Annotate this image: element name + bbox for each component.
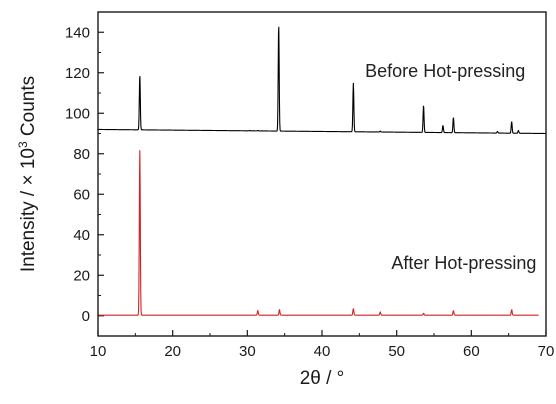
annotation-1: After Hot-pressing xyxy=(391,253,536,273)
y-tick-label: 80 xyxy=(73,146,90,163)
x-tick-label: 40 xyxy=(314,343,331,360)
x-tick-label: 20 xyxy=(164,343,181,360)
x-ticks: 10 20 30 40 50 60 70 xyxy=(90,330,555,360)
y-axis-label: Intensity / × 103 Counts xyxy=(16,76,39,272)
annotations: Before Hot-pressing After Hot-pressing xyxy=(365,61,536,273)
annotation-0: Before Hot-pressing xyxy=(365,61,525,81)
x-tick-label: 60 xyxy=(463,343,480,360)
y-axis-label-main: Intensity / × 10 xyxy=(18,148,39,272)
y-axis-label-tail: Counts xyxy=(18,76,39,141)
x-axis-label: 2θ / ° xyxy=(300,368,345,389)
xrd-series-0 xyxy=(98,26,546,135)
y-ticks: 0 20 40 60 80 100 120 140 xyxy=(65,24,104,325)
y-tick-label: 100 xyxy=(65,105,90,122)
y-tick-label: 140 xyxy=(65,24,90,41)
x-tick-label: 50 xyxy=(388,343,405,360)
x-tick-label: 30 xyxy=(239,343,256,360)
y-tick-label: 60 xyxy=(73,186,90,203)
y-tick-label: 0 xyxy=(82,308,90,325)
y-axis-label-sup: 3 xyxy=(16,141,30,148)
y-tick-label: 120 xyxy=(65,65,90,82)
x-tick-label: 10 xyxy=(90,343,107,360)
xrd-series-1 xyxy=(98,150,539,316)
plot-frame xyxy=(97,11,547,337)
data-series xyxy=(98,26,546,316)
y-tick-label: 40 xyxy=(73,227,90,244)
x-tick-label: 70 xyxy=(538,343,555,360)
y-tick-label: 20 xyxy=(73,267,90,284)
